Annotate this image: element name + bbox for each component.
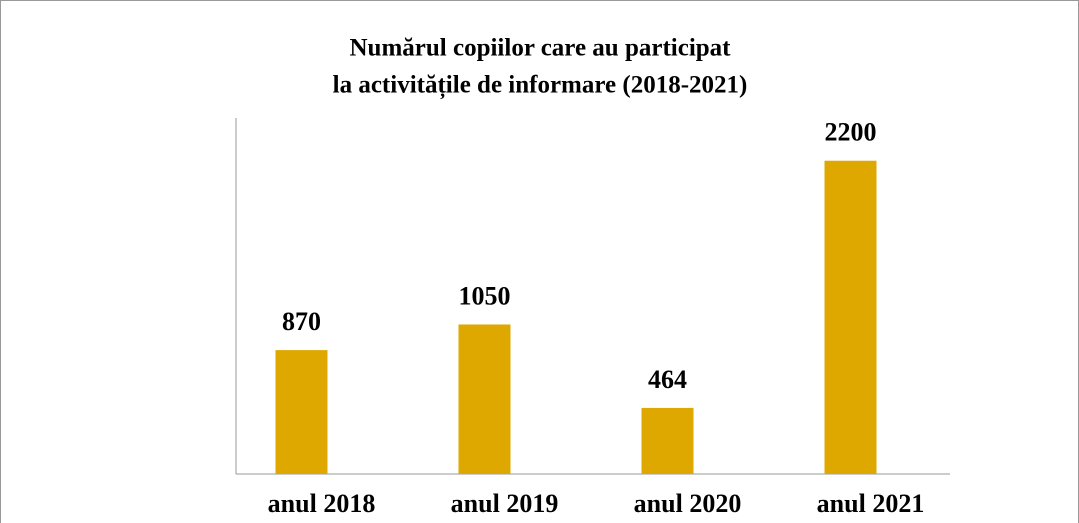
x-tick-label: anul 2021	[817, 489, 925, 518]
bar	[275, 350, 328, 474]
x-tick-label: anul 2020	[634, 489, 742, 518]
bar	[458, 324, 511, 474]
data-label: 1050	[459, 281, 511, 310]
bar	[824, 160, 877, 474]
x-tick-label: anul 2018	[268, 489, 376, 518]
data-label: 2200	[825, 118, 877, 147]
chart-title: la activitățile de informare (2018-2021)	[333, 72, 748, 100]
data-label: 464	[648, 365, 687, 394]
bar	[641, 407, 694, 474]
chart-title: Numărul copiilor care au participat	[350, 35, 732, 62]
x-tick-label: anul 2019	[451, 489, 559, 518]
data-label: 870	[282, 307, 321, 336]
